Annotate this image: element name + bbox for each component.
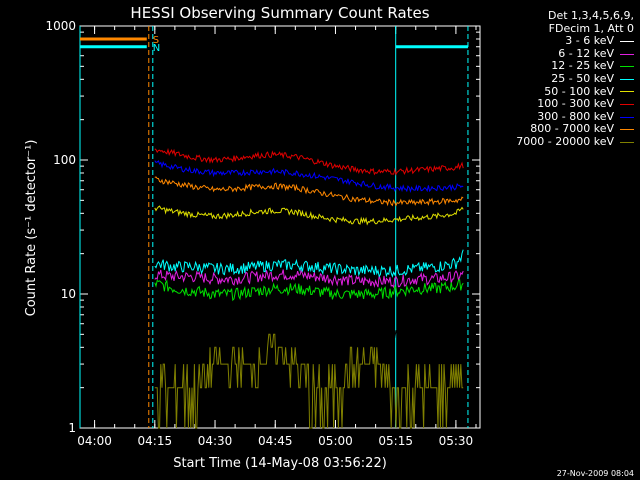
- legend-header-line-1: Det 1,3,4,5,6,9,: [547, 9, 634, 22]
- legend-item: 12 - 25 keV: [478, 60, 634, 73]
- state-bar-label: N: [153, 43, 160, 54]
- legend-item-label: 7000 - 20000 keV: [516, 134, 614, 148]
- y-tick-label: 100: [53, 153, 76, 167]
- legend-swatch: [620, 129, 634, 131]
- series-line: [154, 278, 464, 302]
- legend-swatch: [620, 53, 634, 55]
- x-tick-label: 05:00: [318, 434, 353, 448]
- x-tick-label: 04:45: [258, 434, 293, 448]
- legend-item-label: 50 - 100 keV: [544, 84, 614, 98]
- legend-swatch: [620, 66, 634, 68]
- series-line: [154, 160, 464, 193]
- legend-item: 6 - 12 keV: [478, 46, 634, 61]
- x-tick-label: 04:30: [198, 434, 233, 448]
- x-tick-label: 05:15: [378, 434, 413, 448]
- x-tick-label: 05:30: [439, 434, 474, 448]
- legend-swatch: [620, 116, 634, 118]
- legend-swatch: [620, 78, 634, 80]
- legend-item: 3 - 6 keV: [478, 35, 634, 48]
- legend-header-line-2: FDecim 1, Att 0: [548, 21, 634, 35]
- legend-item-label: 100 - 300 keV: [537, 97, 614, 111]
- legend-item-label: 25 - 50 keV: [551, 71, 614, 85]
- legend: Det 1,3,4,5,6,9, FDecim 1, Att 0 3 - 6 k…: [478, 9, 634, 149]
- y-tick-label: 10: [61, 287, 76, 301]
- legend-item: 50 - 100 keV: [478, 84, 634, 99]
- state-bar-label: S: [153, 35, 159, 46]
- legend-swatch: [620, 141, 634, 143]
- series-line: [154, 249, 464, 278]
- y-tick-label: 1: [68, 421, 76, 435]
- legend-swatch: [620, 40, 634, 42]
- chart-title: HESSI Observing Summary Count Rates: [130, 4, 429, 22]
- footer-timestamp: 27-Nov-2009 08:04: [556, 469, 634, 478]
- legend-swatch: [620, 103, 634, 105]
- series-line: [154, 269, 464, 289]
- legend-rows: 3 - 6 keV 6 - 12 keV 12 - 25 keV 25 - 50 ke…: [478, 35, 634, 148]
- legend-swatch: [620, 91, 634, 93]
- legend-item: 25 - 50 keV: [478, 71, 634, 86]
- legend-item: 300 - 800 keV: [478, 109, 634, 124]
- legend-item: 100 - 300 keV: [478, 98, 634, 111]
- plot-area: 1 10 100 1000 04:00 04:15 04:30 04:45 05:00 05:15…: [45, 19, 481, 448]
- x-axis-label: Start Time (14-May-08 03:56:22): [173, 456, 387, 471]
- series-line: [154, 333, 464, 429]
- y-axis-label: Count Rate (s⁻¹ detector⁻¹): [24, 140, 39, 317]
- legend-item: 7000 - 20000 keV: [478, 134, 634, 149]
- x-tick-label: 04:15: [138, 434, 173, 448]
- legend-item-label: 300 - 800 keV: [537, 109, 614, 123]
- plot-frame: [79, 25, 481, 429]
- legend-item-label: 3 - 6 keV: [565, 34, 614, 48]
- series-line: [154, 176, 464, 207]
- series-line: [154, 147, 464, 176]
- series-line: [154, 205, 464, 226]
- x-tick-label: 04:00: [77, 434, 112, 448]
- legend-item-label: 12 - 25 keV: [551, 59, 614, 73]
- series-line: [154, 304, 464, 344]
- legend-item: 800 - 7000 keV: [478, 123, 634, 136]
- legend-item-label: 6 - 12 keV: [558, 46, 614, 60]
- y-tick-label: 1000: [45, 19, 76, 33]
- legend-item-label: 800 - 7000 keV: [530, 122, 614, 136]
